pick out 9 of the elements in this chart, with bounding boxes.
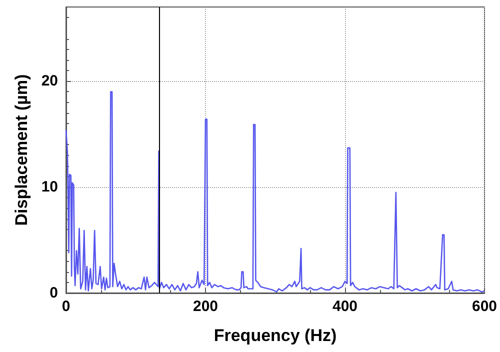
y-tick-label: 20 (41, 72, 58, 90)
x-tick-label: 600 (472, 298, 497, 315)
x-tick-label: 400 (332, 298, 358, 315)
y-axis-title: Displacement (µm) (12, 74, 31, 226)
x-tick-label: 200 (192, 298, 218, 315)
y-tick-label: 10 (41, 178, 58, 196)
x-tick-label: 0 (62, 298, 70, 315)
y-tick-label: 0 (50, 284, 58, 302)
x-axis-title: Frequency (Hz) (214, 326, 337, 345)
